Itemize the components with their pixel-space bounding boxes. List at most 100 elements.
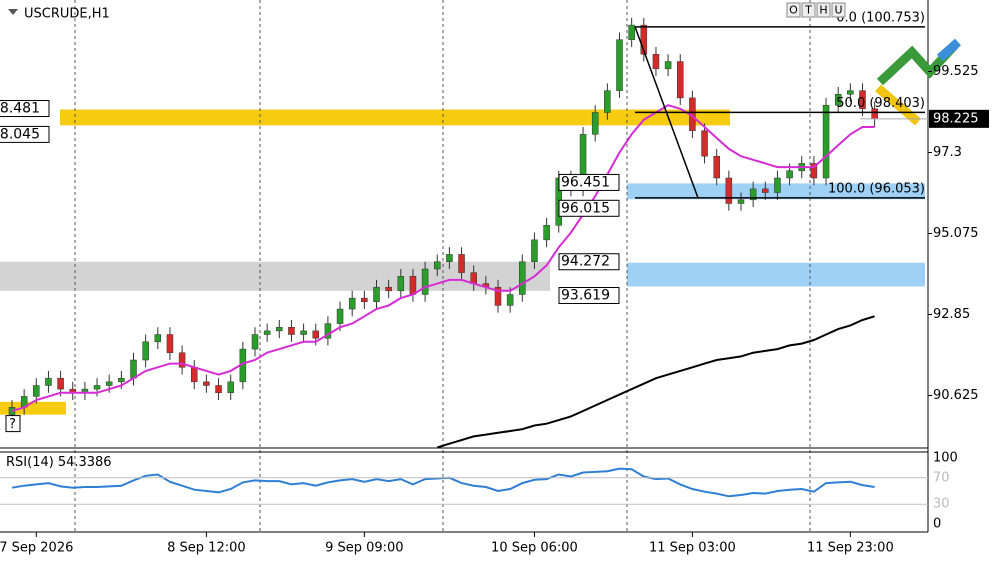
rsi-value: 54.3386 <box>58 455 112 470</box>
rsi-tick-label: 30 <box>933 497 950 512</box>
price-zone <box>60 109 730 126</box>
candle-body <box>397 276 405 292</box>
fib-label: 100.0 (96.053) <box>828 181 925 196</box>
zone-label: 94.272 <box>561 254 610 270</box>
zone-label: 96.451 <box>561 174 610 190</box>
candle-body <box>178 352 186 368</box>
candle-body <box>762 188 769 193</box>
candle-body <box>215 385 222 394</box>
y-tick-label: 90.625 <box>933 388 979 403</box>
zone-label-box <box>558 173 620 191</box>
candle-body <box>531 239 538 262</box>
candle-body <box>154 334 162 343</box>
candle-body <box>93 385 101 390</box>
candle-body <box>348 297 356 310</box>
candle-body <box>33 385 40 397</box>
last-price-label: 98.225 <box>933 111 979 126</box>
x-tick-label: 11 Sep 23:00 <box>807 541 894 556</box>
candle-body <box>725 177 733 204</box>
candle-body <box>191 367 198 383</box>
candle-body <box>604 90 611 113</box>
rsi-tick-label: 0 <box>933 517 941 532</box>
candle-body <box>774 177 781 193</box>
zone-label-box <box>0 125 50 143</box>
candle-body <box>810 163 818 179</box>
candle-body <box>652 53 660 70</box>
candle-body <box>45 377 52 386</box>
candle-body <box>361 297 368 303</box>
zone-label-box <box>0 100 50 118</box>
candle-body <box>288 326 295 335</box>
moving-average <box>437 315 875 449</box>
toolbar-button[interactable] <box>801 2 816 18</box>
candle-body <box>494 286 502 306</box>
fib-trend <box>634 26 699 199</box>
last-price-box <box>929 109 989 128</box>
toolbar-button[interactable] <box>786 2 801 18</box>
candle-body <box>628 24 635 40</box>
frame <box>0 0 929 533</box>
candle-body <box>506 294 514 306</box>
candle-body <box>130 359 137 379</box>
candle-body <box>591 112 599 135</box>
candle-body <box>251 334 259 350</box>
candle-body <box>263 330 271 335</box>
candle-body <box>118 377 125 383</box>
candle-body <box>822 104 830 179</box>
x-tick-label: 8 Sep 12:00 <box>167 541 246 556</box>
toolbar-label: O <box>789 4 798 17</box>
candle-body <box>166 334 174 353</box>
price-zone <box>0 261 550 291</box>
candle-body <box>446 254 453 262</box>
x-tick-label: 7 Sep 2026 <box>0 541 73 556</box>
zone-label-box <box>558 199 620 217</box>
zone-label-box <box>558 253 620 271</box>
candle-body <box>859 90 866 110</box>
candle-body <box>701 130 708 157</box>
candle-body <box>519 261 526 295</box>
zone-label-box <box>558 287 620 305</box>
candle-body <box>786 170 793 179</box>
zone-label: 98.481 <box>0 101 40 117</box>
y-tick-label: 97.3 <box>933 145 962 160</box>
zone-label: 96.015 <box>561 200 610 216</box>
candle-body <box>227 381 234 394</box>
logo-bar <box>937 38 961 62</box>
candle-body <box>664 61 672 70</box>
candle-body <box>300 330 307 335</box>
plot <box>8 17 878 498</box>
toolbar-button[interactable] <box>831 2 846 18</box>
x-tick-label: 11 Sep 03:00 <box>649 541 736 556</box>
fib-label: 0.0 (100.753) <box>836 10 925 25</box>
zone-label: 98.045 <box>0 126 40 142</box>
candle-body <box>616 39 623 91</box>
x-tick-label: 10 Sep 06:00 <box>491 541 578 556</box>
candle-body <box>203 381 210 386</box>
toolbar-label: H <box>819 4 827 17</box>
candle-body <box>312 330 319 339</box>
zone-marker: ? <box>9 417 16 432</box>
candle-body <box>105 381 113 386</box>
candle-body <box>57 377 64 390</box>
x-tick-label: 9 Sep 09:00 <box>325 541 404 556</box>
zone-marker-box <box>5 415 21 433</box>
toolbar-button[interactable] <box>816 2 831 18</box>
candle-body <box>458 254 465 273</box>
candle-body <box>640 24 648 55</box>
menu-arrow[interactable] <box>8 9 18 15</box>
candle-body <box>336 308 344 324</box>
rsi-tick-label: 100 <box>933 451 958 466</box>
candle-body <box>677 61 684 99</box>
candle-body <box>385 286 392 292</box>
zones <box>0 109 925 415</box>
candle-body <box>713 155 720 179</box>
candle-body <box>834 94 842 106</box>
candle-body <box>543 225 550 241</box>
candle-body <box>409 276 417 295</box>
y-tick-label: 95.075 <box>933 226 979 241</box>
candle-body <box>749 188 757 201</box>
day-separators <box>74 0 811 532</box>
candle-body <box>276 326 283 332</box>
fib-label: 50.0 (98.403) <box>836 96 925 111</box>
